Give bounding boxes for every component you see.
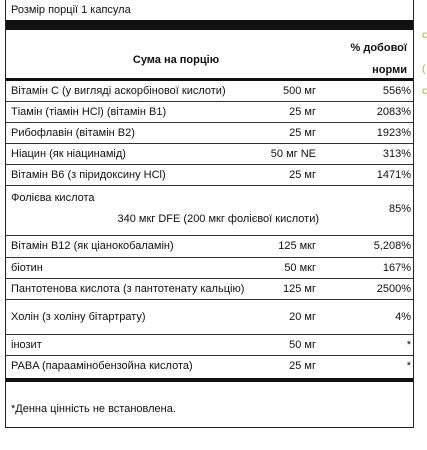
nutrient-dv: 5,208% <box>373 240 411 252</box>
cropped-text-fragment: с <box>422 86 427 97</box>
nutrient-name: PABA (параамінобензойна кислота) <box>11 360 193 372</box>
nutrient-name: Вітамін C (у вигляді аскорбінової кислот… <box>11 85 226 97</box>
nutrient-amount: 25 мг <box>289 106 316 118</box>
nutrient-dv: 556% <box>382 85 411 97</box>
bottom-divider <box>6 378 413 382</box>
nutrient-dv: 2083% <box>376 106 411 118</box>
nutrient-name: Ніацин (як ніацинамід) <box>11 148 126 160</box>
nutrient-amount: 25 мг <box>289 169 316 181</box>
nutrient-name: інозит <box>11 339 42 351</box>
serving-size: Розмір порції 1 капсула <box>11 4 131 16</box>
cropped-text-fragment: с <box>422 30 427 41</box>
nutrient-row-thiamine: Тіамін (тіамін HCl) (вітамін B1) 25 мг 2… <box>6 101 413 123</box>
daily-value-header-line1: % добової <box>350 42 407 54</box>
nutrient-name: Пантотенова кислота (з пантотенату кальц… <box>11 283 245 295</box>
nutrient-amount: 50 мкг <box>284 262 316 274</box>
nutrient-row-biotin: біотин 50 мкг 167% <box>6 257 413 279</box>
nutrient-row-inositol: інозит 50 мг * <box>6 334 413 356</box>
nutrient-name: біотин <box>11 262 43 274</box>
nutrient-row-vitamin-b6: Вітамін B6 (з піридоксину HCl) 25 мг 147… <box>6 164 413 186</box>
nutrient-amount: 50 мг NE <box>270 148 316 160</box>
nutrient-dv: 313% <box>382 148 411 160</box>
nutrient-name: Тіамін (тіамін HCl) (вітамін B1) <box>11 106 167 118</box>
nutrient-dv: * <box>406 339 411 351</box>
nutrient-dv: 2500% <box>376 283 411 295</box>
nutrient-name: Вітамін B12 (як ціанокобаламін) <box>11 240 174 252</box>
amount-per-serving-header: Сума на порцію <box>132 54 220 66</box>
nutrient-row-vitamin-b12: Вітамін B12 (як ціанокобаламін) 125 мкг … <box>6 235 413 258</box>
nutrient-row-folic-acid: Фолієва кислота 340 мкг DFE (200 мкг фол… <box>6 185 413 236</box>
header-divider <box>6 78 413 81</box>
nutrient-amount: 25 мг <box>289 360 316 372</box>
nutrient-amount: 20 мг <box>289 311 316 323</box>
nutrient-amount: 25 мг <box>289 127 316 139</box>
thick-divider <box>6 20 413 30</box>
nutrient-name: Вітамін B6 (з піридоксину HCl) <box>11 169 166 181</box>
cropped-text-fragment: ( <box>422 64 426 75</box>
nutrient-row-niacin: Ніацин (як ніацинамід) 50 мг NE 313% <box>6 143 413 165</box>
nutrient-dv: 1471% <box>376 169 411 181</box>
nutrient-dv: 1923% <box>376 127 411 139</box>
nutrient-amount: 125 мг <box>283 283 316 295</box>
nutrient-name: Холін (з холіну бітартрату) <box>11 311 146 323</box>
nutrient-row-riboflavin: Рибофлавін (вітамін B2) 25 мг 1923% <box>6 122 413 144</box>
footnote: *Денна цінність не встановлена. <box>11 403 176 415</box>
daily-value-header-line2: норми <box>372 64 407 76</box>
nutrient-amount: 340 мкг DFE (200 мкг фолієвої кислоти) <box>117 213 320 225</box>
nutrient-row-pantothenic-acid: Пантотенова кислота (з пантотенату кальц… <box>6 278 413 300</box>
nutrient-row-vitamin-c: Вітамін C (у вигляді аскорбінової кислот… <box>6 81 413 102</box>
nutrient-dv: 85% <box>388 203 411 215</box>
nutrient-row-choline: Холін (з холіну бітартрату) 20 мг 4% <box>6 299 413 335</box>
nutrient-dv: 4% <box>395 311 411 323</box>
nutrient-amount: 125 мкг <box>278 240 316 252</box>
nutrient-row-paba: PABA (параамінобензойна кислота) 25 мг * <box>6 355 413 378</box>
nutrient-name: Фолієва кислота <box>11 192 95 204</box>
nutrient-name: Рибофлавін (вітамін B2) <box>11 127 135 139</box>
nutrient-dv: 167% <box>382 262 411 274</box>
nutrient-dv: * <box>406 360 411 372</box>
supplement-facts-panel: Розмір порції 1 капсула Сума на порцію %… <box>5 0 414 428</box>
nutrient-amount: 500 мг <box>283 85 316 97</box>
nutrient-amount: 50 мг <box>289 339 316 351</box>
